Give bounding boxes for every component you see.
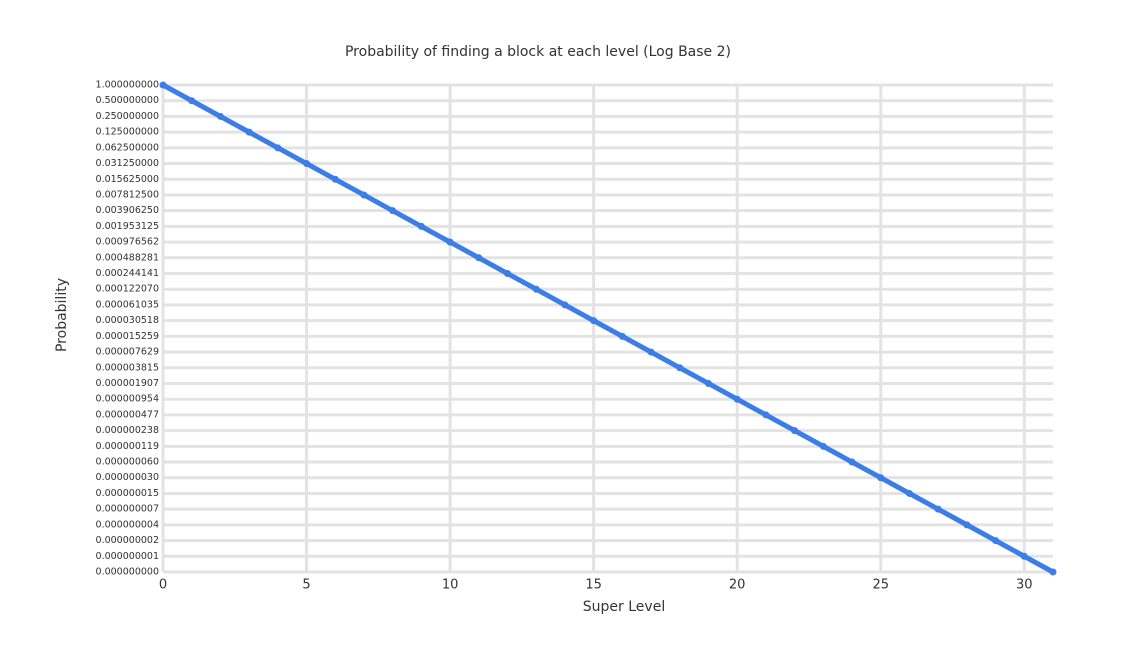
data-point: [331, 175, 339, 183]
data-point: [389, 207, 397, 215]
data-point: [159, 81, 167, 89]
data-point: [216, 112, 224, 120]
y-tick-label: 0.000000030: [96, 472, 159, 483]
data-point: [963, 521, 971, 529]
y-tick-label: 0.000488281: [96, 252, 159, 263]
y-tick-label: 0.000061035: [96, 299, 159, 310]
data-point: [992, 537, 1000, 545]
y-tick-label: 0.000000060: [96, 457, 159, 468]
y-tick-label: 0.125000000: [96, 127, 159, 138]
data-point: [733, 395, 741, 403]
data-point: [590, 317, 598, 325]
data-point: [618, 332, 626, 340]
data-point: [1049, 568, 1057, 576]
y-tick-label: 0.000244141: [96, 268, 159, 279]
data-point: [475, 254, 483, 262]
x-tick-label: 20: [729, 578, 746, 593]
y-tick-label: 0.000000119: [96, 441, 159, 452]
y-tick-label: 0.000000954: [96, 394, 159, 405]
data-point: [819, 442, 827, 450]
data-point: [934, 505, 942, 513]
data-point: [188, 97, 196, 105]
data-point: [532, 285, 540, 293]
x-tick-label: 25: [872, 578, 889, 593]
data-point: [561, 301, 569, 309]
y-tick-label: 0.031250000: [96, 158, 159, 169]
y-tick-label: 0.003906250: [96, 205, 159, 216]
data-line: [160, 82, 1056, 575]
data-point: [905, 489, 913, 497]
y-tick-label: 0.000000001: [96, 551, 159, 562]
data-point: [791, 427, 799, 435]
y-tick-label: 0.000976562: [96, 237, 159, 248]
chart-title: Probability of finding a block at each l…: [345, 44, 731, 60]
y-axis-label: Probability: [54, 278, 70, 352]
data-point: [848, 458, 856, 466]
y-tick-label: 0.000122070: [96, 284, 159, 295]
y-tick-label: 0.500000000: [96, 95, 159, 106]
y-tick-label: 0.062500000: [96, 142, 159, 153]
data-point: [446, 238, 454, 246]
y-tick-label: 0.000000015: [96, 488, 159, 499]
data-point: [360, 191, 368, 199]
y-tick-label: 0.000003815: [96, 362, 159, 373]
x-tick-label: 15: [585, 578, 602, 593]
data-point: [647, 348, 655, 356]
data-point: [245, 128, 253, 136]
y-tick-label: 0.000007629: [96, 347, 159, 358]
y-tick-label: 0.000000002: [96, 535, 159, 546]
x-tick-label: 0: [159, 578, 167, 593]
data-point: [504, 270, 512, 278]
y-tick-label: 0.250000000: [96, 111, 159, 122]
x-tick-label: 10: [442, 578, 459, 593]
y-tick-label: 1.000000000: [96, 80, 159, 91]
data-point: [417, 222, 425, 230]
data-point: [303, 160, 311, 168]
y-tick-label: 0.000030518: [96, 315, 159, 326]
y-tick-label: 0.001953125: [96, 221, 159, 232]
data-point: [704, 379, 712, 387]
y-tick-label: 0.000001907: [96, 378, 159, 389]
data-point: [676, 364, 684, 372]
data-point: [1020, 552, 1028, 560]
y-tick-label: 0.000000007: [96, 504, 159, 515]
y-tick-label: 0.000000004: [96, 519, 159, 530]
x-axis-label: Super Level: [583, 599, 665, 615]
y-tick-label: 0.007812500: [96, 189, 159, 200]
y-tick-label: 0.000000477: [96, 409, 159, 420]
data-point: [877, 474, 885, 482]
y-tick-label: 0.000000238: [96, 425, 159, 436]
x-tick-label: 30: [1016, 578, 1033, 593]
y-tick-label: 0.000015259: [96, 331, 159, 342]
data-point: [762, 411, 770, 419]
data-point: [274, 144, 282, 152]
y-tick-label: 0.015625000: [96, 174, 159, 185]
y-tick-label: 0.000000000: [96, 567, 159, 578]
x-tick-label: 5: [302, 578, 310, 593]
